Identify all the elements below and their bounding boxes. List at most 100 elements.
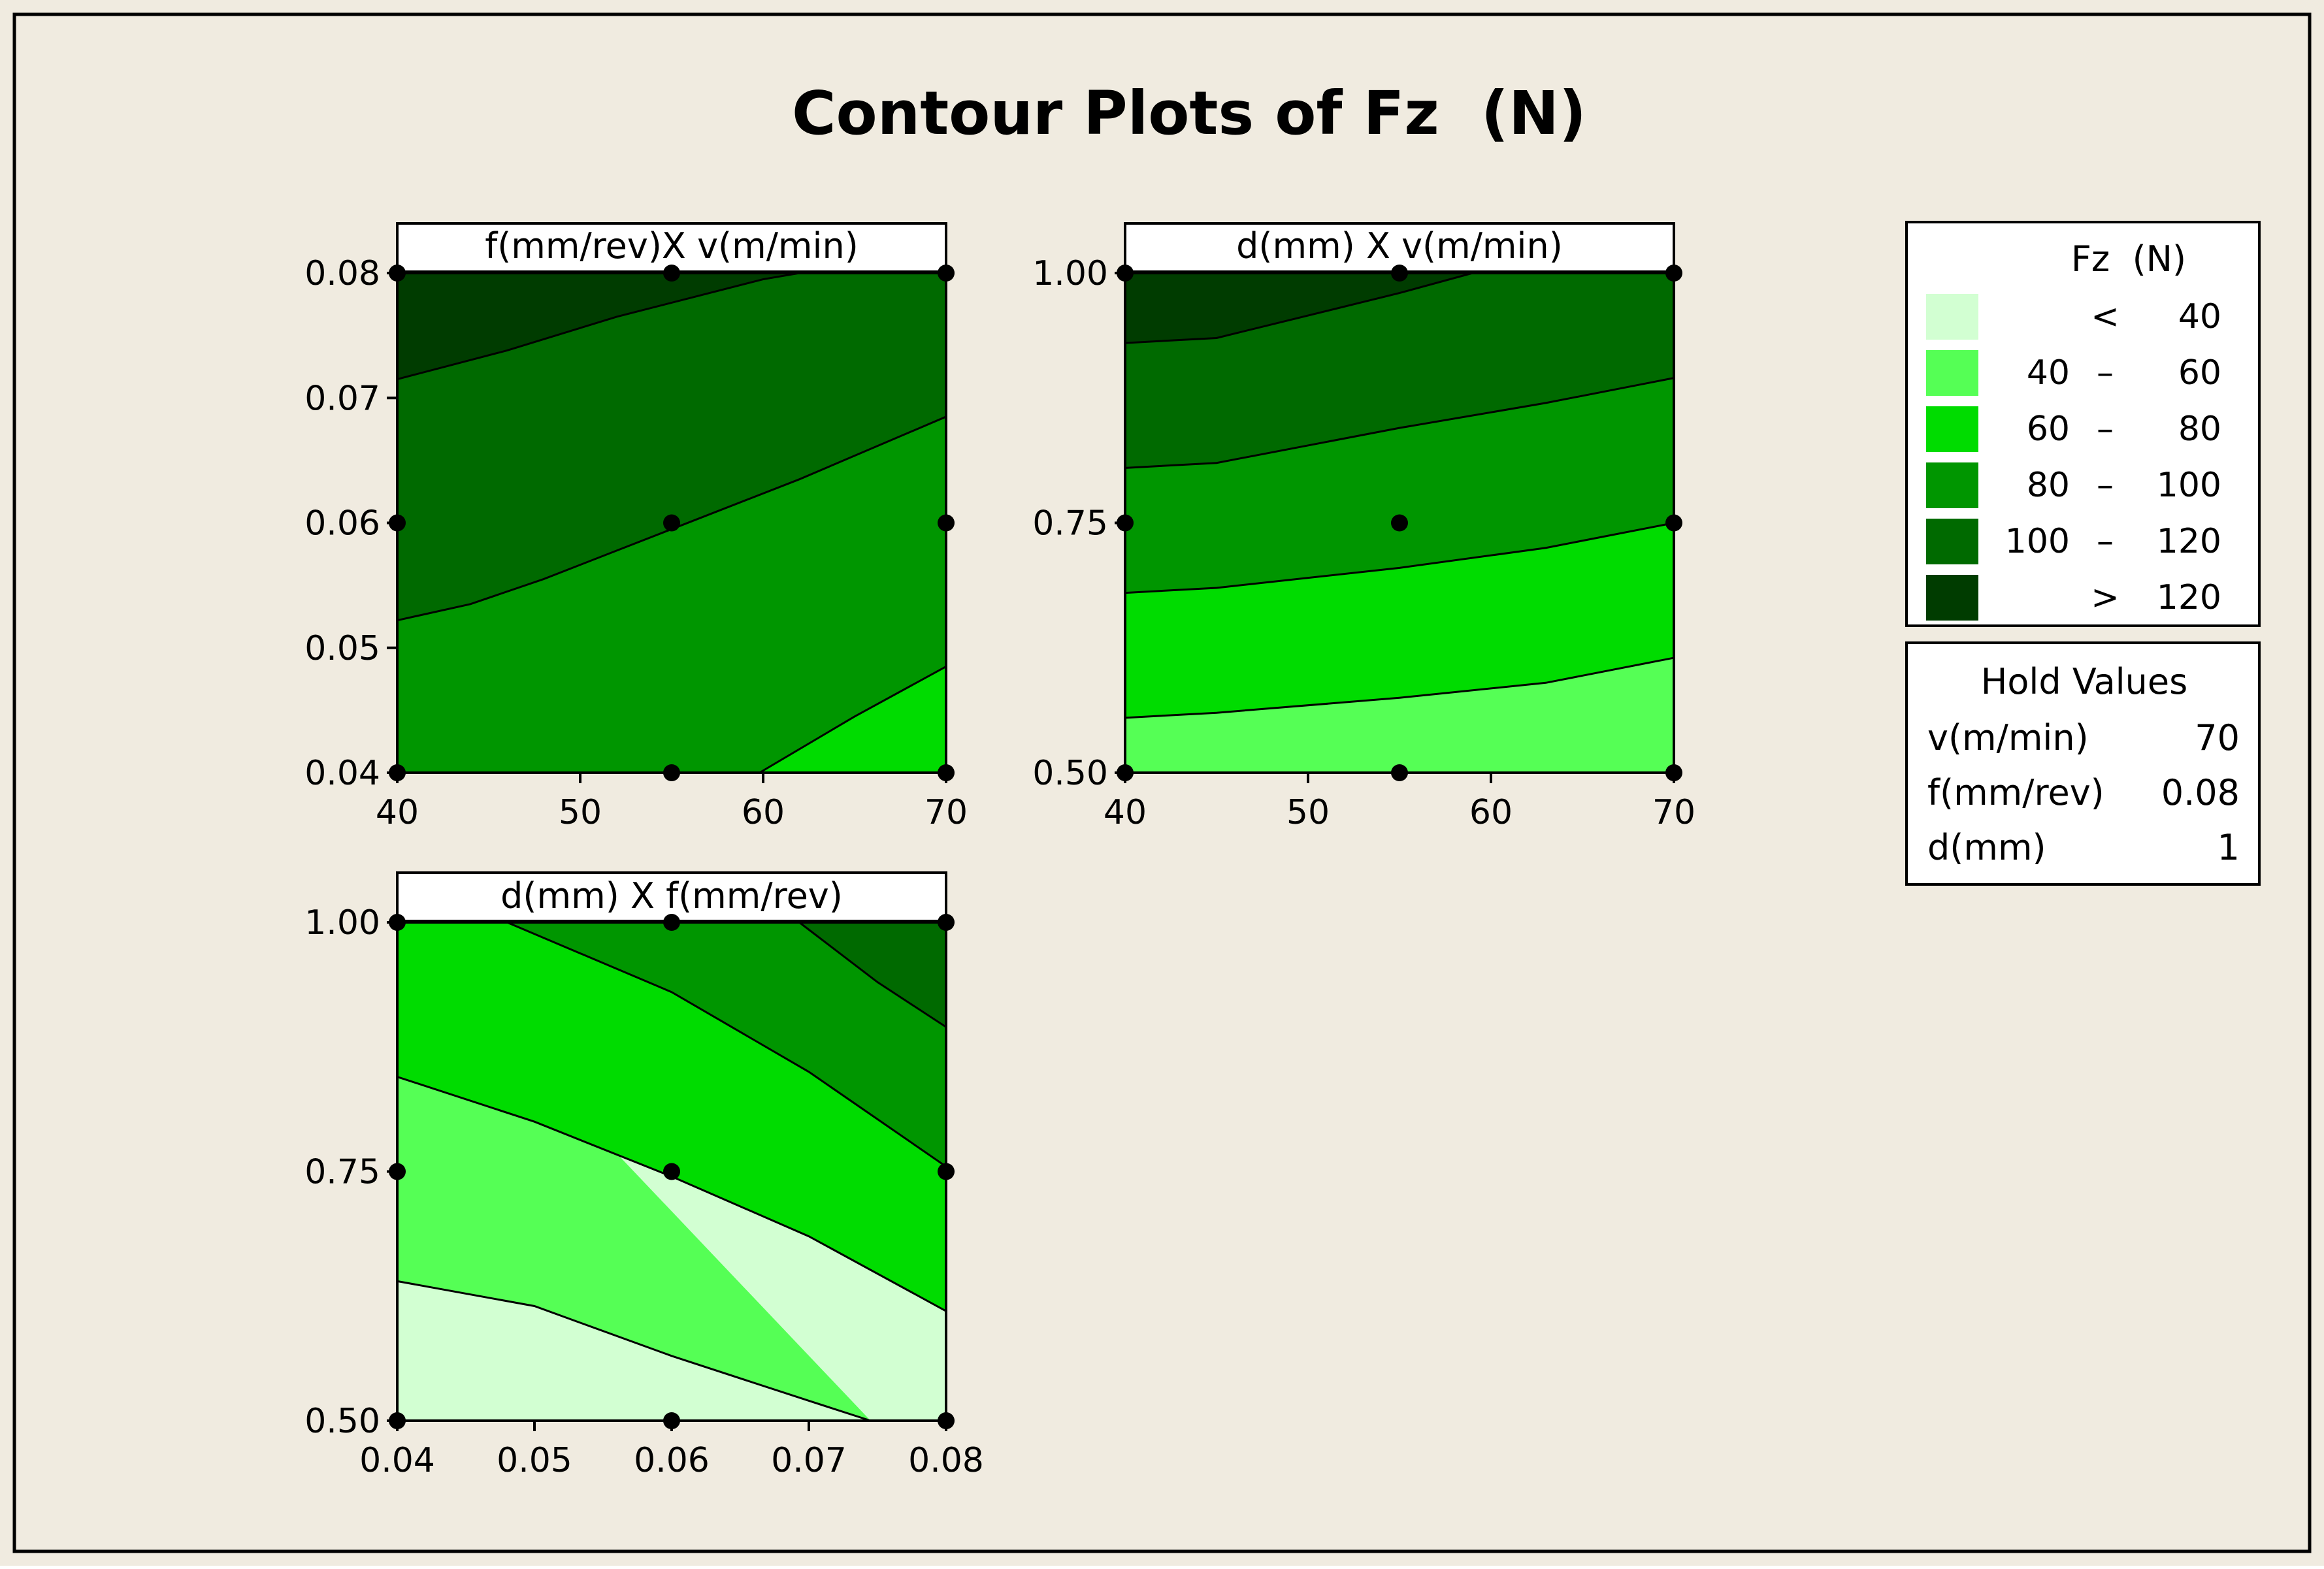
x-tick-label: 0.04 (359, 1441, 435, 1480)
x-tick-label: 70 (1652, 793, 1695, 832)
legend-item: <40 (1926, 294, 2221, 340)
x-tick-label: 50 (1286, 793, 1330, 832)
y-tick-label: 0.75 (304, 1153, 380, 1192)
design-point (938, 1163, 955, 1180)
contour-line (798, 921, 947, 1028)
legend-low: 40 (2027, 353, 2070, 393)
x-tick-label: 60 (1469, 793, 1513, 832)
hold-values: Hold Values v(m/min) 70 f(mm/rev) 0.08 d… (1905, 641, 2261, 886)
design-point (1391, 764, 1408, 781)
contour-line (1124, 272, 1473, 344)
panel-3-title: d(mm) X f(mm/rev) (500, 875, 843, 916)
y-tick-label: 1.00 (1032, 254, 1108, 293)
y-tick-label: 0.50 (1032, 754, 1108, 793)
legend-swatch (1926, 406, 1978, 452)
legend-high: 120 (2157, 578, 2221, 617)
contour-line (397, 415, 947, 622)
x-tick-label: 0.05 (497, 1441, 572, 1480)
design-point (1665, 514, 1682, 532)
panel-1-plot: 40 50 60 70 0.04 0.05 0.06 0.07 0.08 (304, 254, 968, 832)
legend-swatch (1926, 575, 1978, 621)
figure-border (12, 12, 2312, 1553)
contour-region (1125, 273, 1473, 344)
design-point (938, 914, 955, 931)
hold-row-value: 0.08 (2161, 772, 2240, 813)
design-point (1391, 514, 1408, 532)
design-point (663, 514, 680, 532)
panel-3-header (396, 871, 947, 922)
legend-item: 80– 100 (1926, 462, 2221, 508)
hold-row-f: f(mm/rev) 0.08 (1927, 772, 2240, 813)
hold-row-v: v(m/min) 70 (1927, 717, 2240, 758)
legend-sep: – (2097, 353, 2114, 393)
legend-high: 80 (2178, 410, 2221, 449)
hold-row-d: d(mm) 1 (1927, 827, 2240, 868)
hold-row-name: f(mm/rev) (1927, 772, 2104, 813)
panel-3-plot: 0.04 0.05 0.06 0.07 0.08 0.50 0.75 1.00 (304, 903, 984, 1480)
x-tick-label: 40 (376, 793, 419, 832)
legend-swatch (1926, 519, 1978, 564)
design-point (1665, 265, 1682, 282)
legend-high: 100 (2157, 466, 2221, 505)
legend-sep: – (2097, 522, 2114, 561)
legend-item: 100– 120 (1926, 519, 2221, 564)
legend-swatch (1926, 462, 1978, 508)
contour-region (397, 922, 946, 1167)
design-point (663, 914, 680, 931)
contour-region (397, 273, 946, 621)
design-point (938, 265, 955, 282)
hold-row-value: 1 (2218, 827, 2240, 868)
contour-line (1124, 377, 1675, 469)
legend-low: 60 (2027, 410, 2070, 449)
hold-values-box (1905, 641, 2261, 886)
panel-2-plot: 40 50 60 70 0.50 0.75 1.00 (1032, 254, 1695, 832)
legend-sep: – (2097, 466, 2114, 505)
panel-2-title: d(mm) X v(m/min) (1236, 225, 1563, 267)
panel-f-vs-v: f(mm/rev)X v(m/min) 40 50 60 70 0.04 0.05 0.06… (304, 222, 968, 832)
x-tick-label: 0.08 (908, 1441, 984, 1480)
hold-row-value: 70 (2195, 717, 2240, 758)
contour-line (1124, 522, 1675, 594)
x-tick-label: 60 (742, 793, 785, 832)
y-tick-label: 0.04 (304, 754, 380, 793)
y-tick-label: 0.06 (304, 504, 380, 543)
legend-item: 60– 80 (1926, 406, 2221, 452)
x-tick-label: 50 (559, 793, 602, 832)
panel-2-header (1124, 222, 1675, 273)
y-tick-label: 0.75 (1032, 504, 1108, 543)
x-tick-label: 0.07 (771, 1441, 847, 1480)
legend-low: 100 (2005, 522, 2070, 561)
contour-line (759, 666, 947, 774)
contour-line (397, 1280, 871, 1422)
legend-low: 80 (2027, 466, 2070, 505)
y-tick-label: 1.00 (304, 903, 380, 943)
hold-values-title: Hold Values (1981, 661, 2188, 702)
design-point (1391, 265, 1408, 282)
legend-item: 40– 60 (1926, 350, 2221, 396)
y-tick-label: 0.07 (304, 379, 380, 418)
design-point (663, 265, 680, 282)
legend-swatch (1926, 350, 1978, 396)
panel-1-header (396, 222, 947, 273)
legend-swatch (1926, 294, 1978, 340)
y-tick-label: 0.50 (304, 1402, 380, 1441)
legend-sep: > (2091, 578, 2119, 617)
x-tick-label: 70 (925, 793, 968, 832)
design-point (663, 1163, 680, 1180)
figure-title: Contour Plots of Fz (N) (792, 78, 1586, 148)
design-point (938, 514, 955, 532)
legend-title: Fz (N) (2071, 238, 2186, 280)
hold-row-name: v(m/min) (1927, 717, 2089, 758)
panel-d-vs-v: d(mm) X v(m/min) 40 50 60 70 0.50 0.75 1.00 (1032, 222, 1695, 832)
hold-row-name: d(mm) (1927, 827, 2046, 868)
contour-line (397, 272, 800, 381)
legend-sep: – (2097, 410, 2114, 449)
contour-line (506, 921, 947, 1168)
y-tick-label: 0.05 (304, 629, 380, 668)
legend-high: 120 (2157, 522, 2221, 561)
contour-region (397, 922, 946, 1027)
legend-item: >120 (1926, 575, 2221, 621)
